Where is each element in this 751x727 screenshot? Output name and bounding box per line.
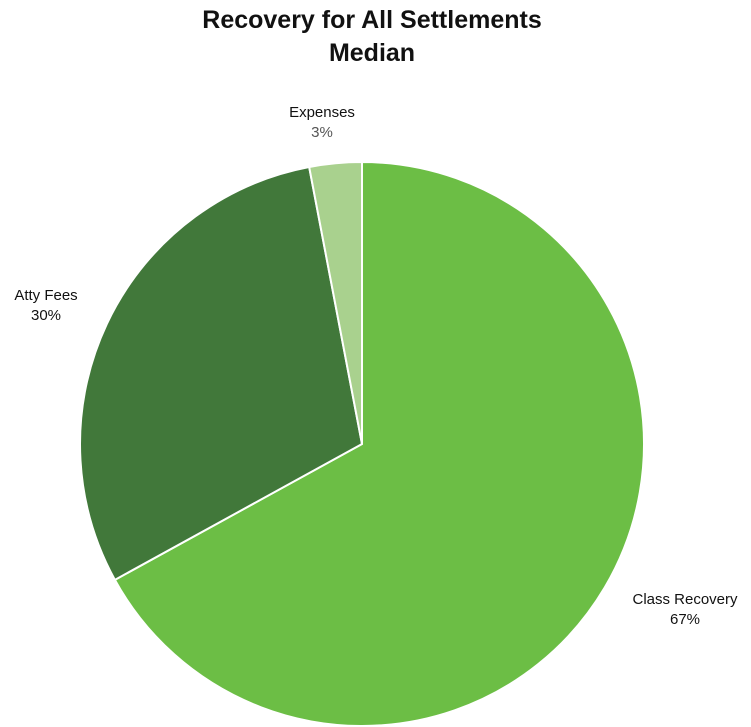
slice-label-class-recovery-value: 67% xyxy=(669,611,701,628)
slice-label-atty-fees-value: 30% xyxy=(30,307,62,324)
pie-slice-atty-fees xyxy=(79,165,363,581)
slice-label-class-recovery: Class Recovery 67% xyxy=(632,590,737,630)
slice-label-expenses-value: 3% xyxy=(311,124,333,141)
pie-slices xyxy=(79,161,645,727)
chart-title-line-2: Median xyxy=(328,39,416,67)
pie-slice-class-recovery xyxy=(113,161,645,727)
slice-label-expenses-name: Expenses xyxy=(289,104,355,121)
slice-label-class-recovery-name: Class Recovery xyxy=(632,591,738,608)
chart-title-line-1: Recovery for All Settlements xyxy=(202,6,542,34)
pie-slice-expenses xyxy=(308,161,363,445)
slice-label-expenses: Expenses 3% xyxy=(289,103,355,143)
slice-label-atty-fees: Atty Fees 30% xyxy=(14,286,77,326)
chart-title: Recovery for All Settlements Median xyxy=(0,4,744,70)
slice-label-atty-fees-name: Atty Fees xyxy=(14,287,78,304)
